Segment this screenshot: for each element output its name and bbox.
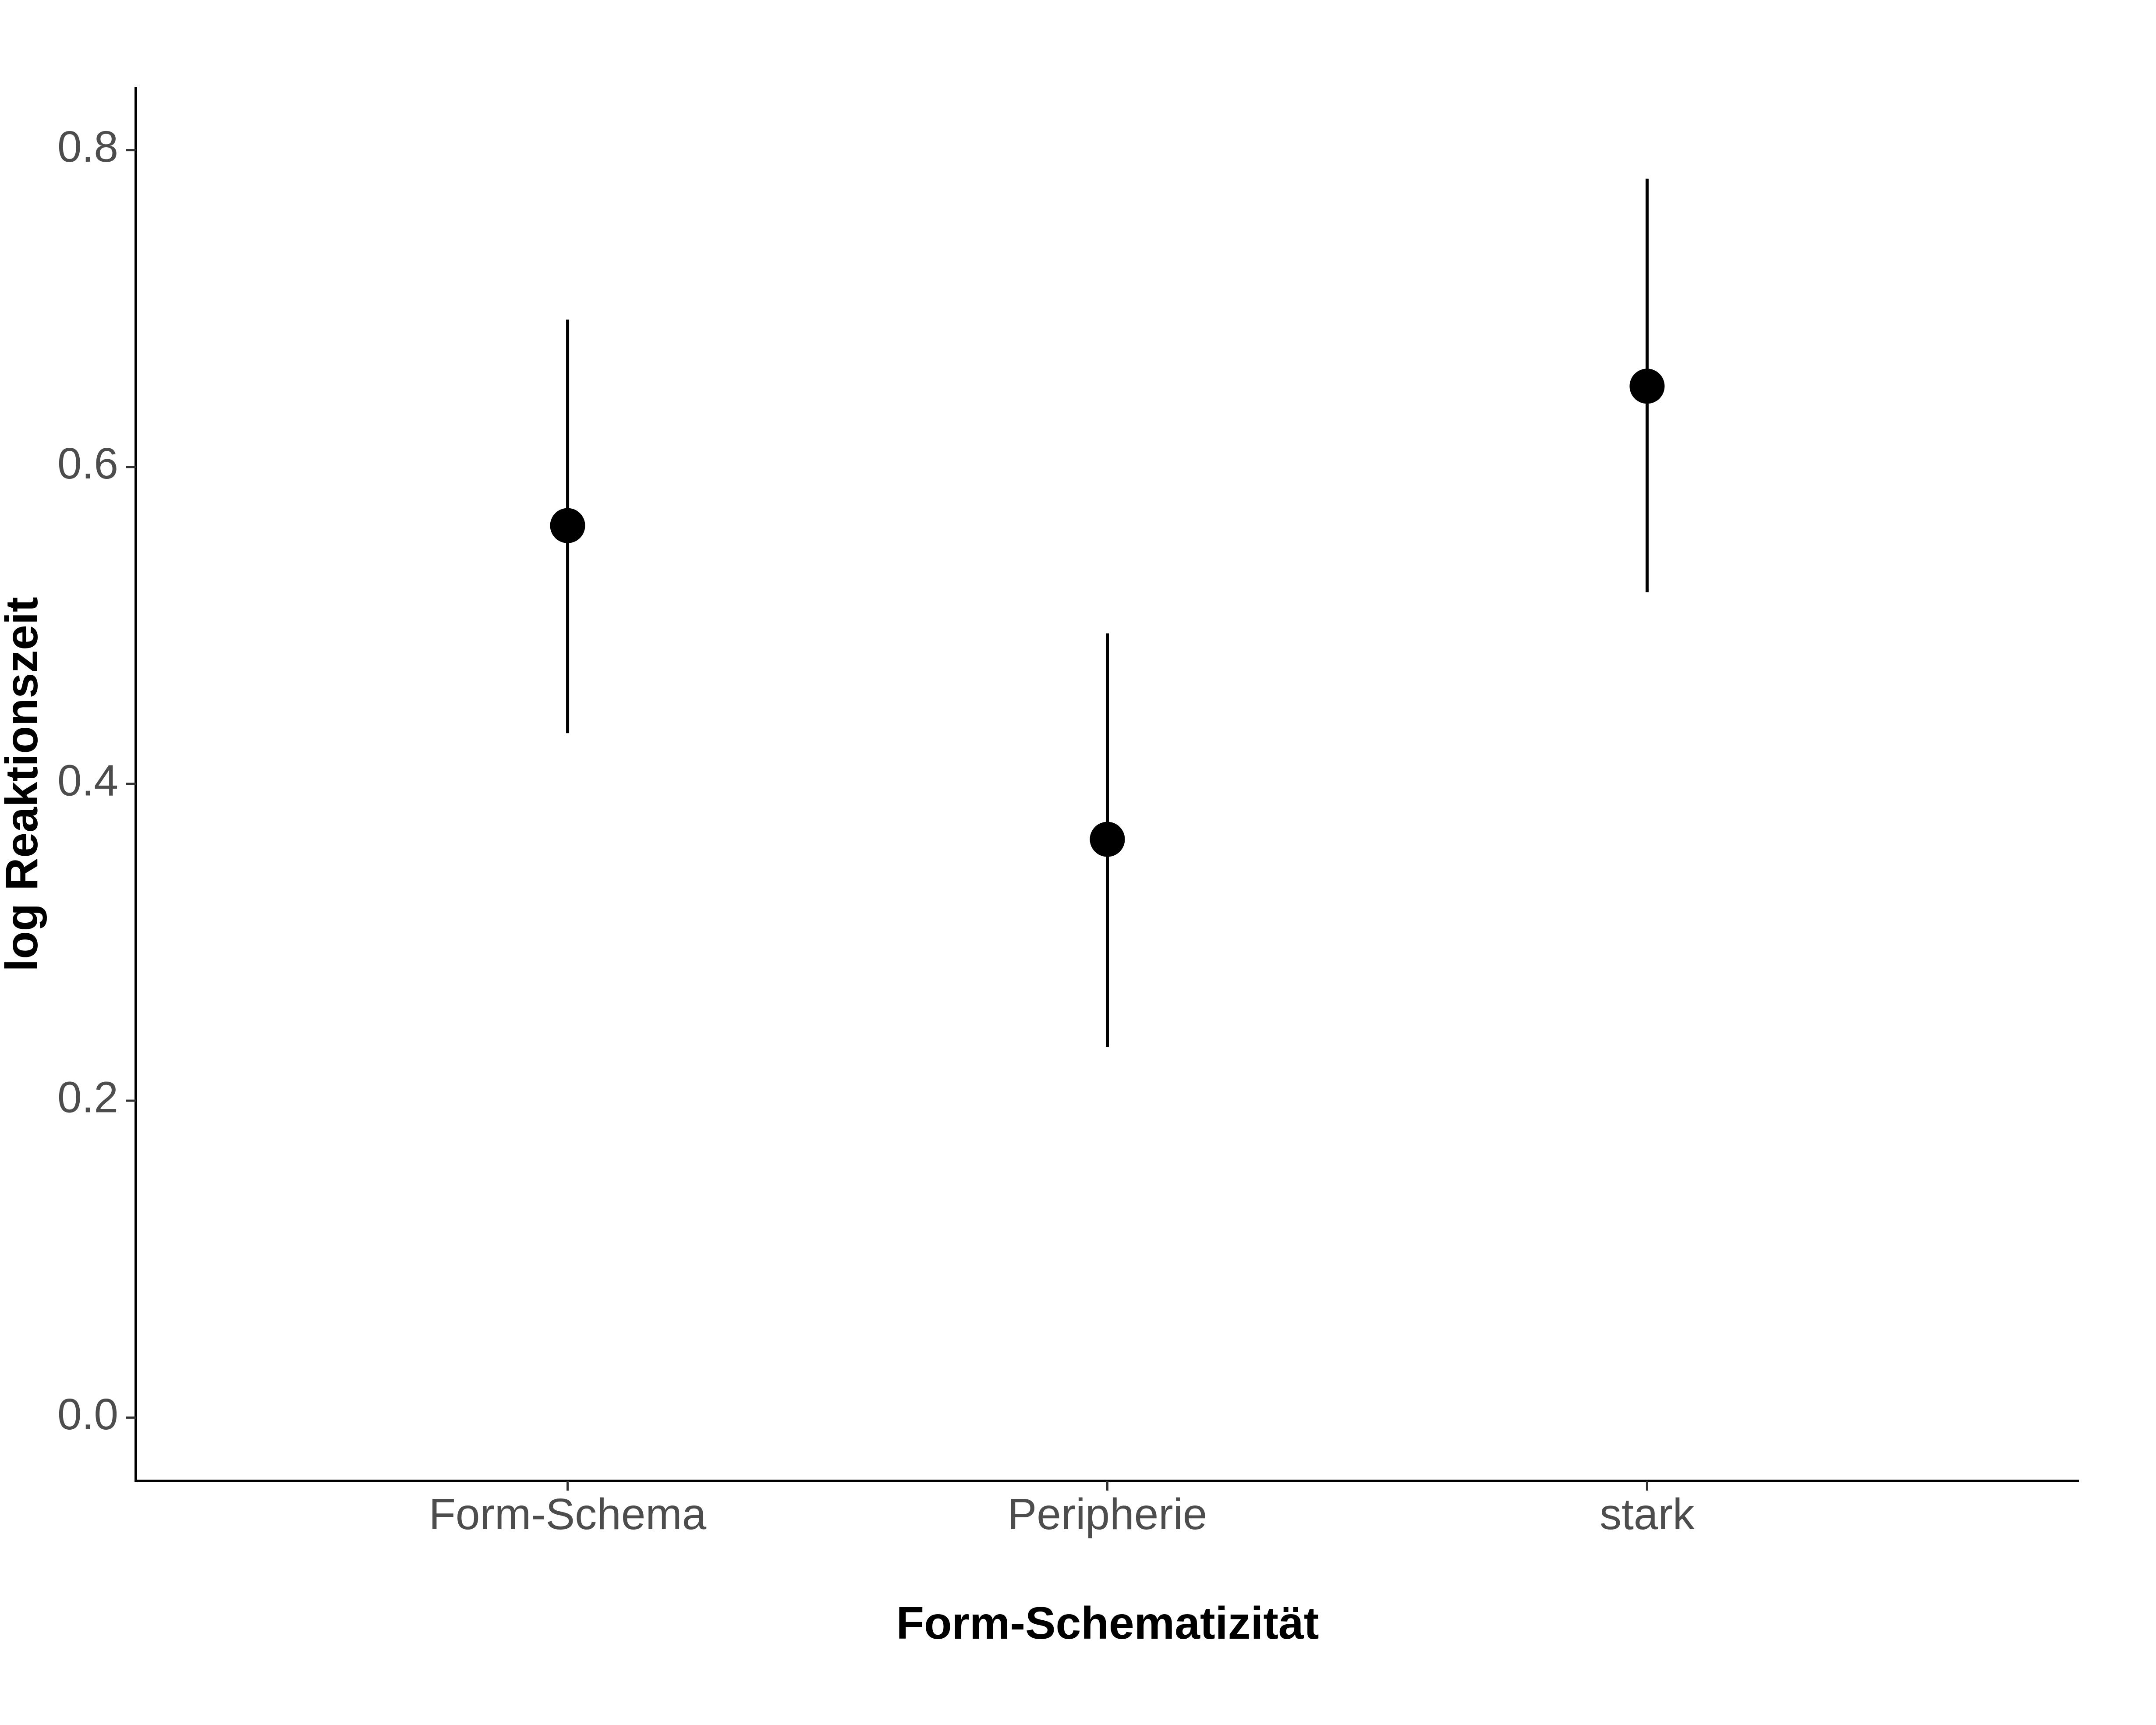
y-tick-label: 0.2 (57, 1073, 118, 1122)
data-point (550, 508, 585, 543)
y-tick-label: 0.8 (57, 122, 118, 171)
x-ticks: Form-Schema Peripherie stark (429, 1481, 1695, 1539)
data-point (1629, 368, 1665, 404)
data-point (1090, 822, 1125, 857)
y-tick-label: 0.6 (57, 439, 118, 488)
x-tick-label: Form-Schema (429, 1490, 707, 1539)
chart-marks (550, 178, 1665, 1047)
y-tick-label: 0.0 (57, 1390, 118, 1439)
x-tick-label: stark (1600, 1490, 1695, 1539)
x-tick-label: Peripherie (1008, 1490, 1207, 1539)
x-axis-title: Form-Schematizität (896, 1598, 1319, 1649)
y-tick-label: 0.4 (57, 756, 118, 805)
y-axis-title: log Reaktionszeit (0, 597, 47, 971)
y-ticks: 0.0 0.2 0.4 0.6 0.8 (57, 122, 136, 1439)
